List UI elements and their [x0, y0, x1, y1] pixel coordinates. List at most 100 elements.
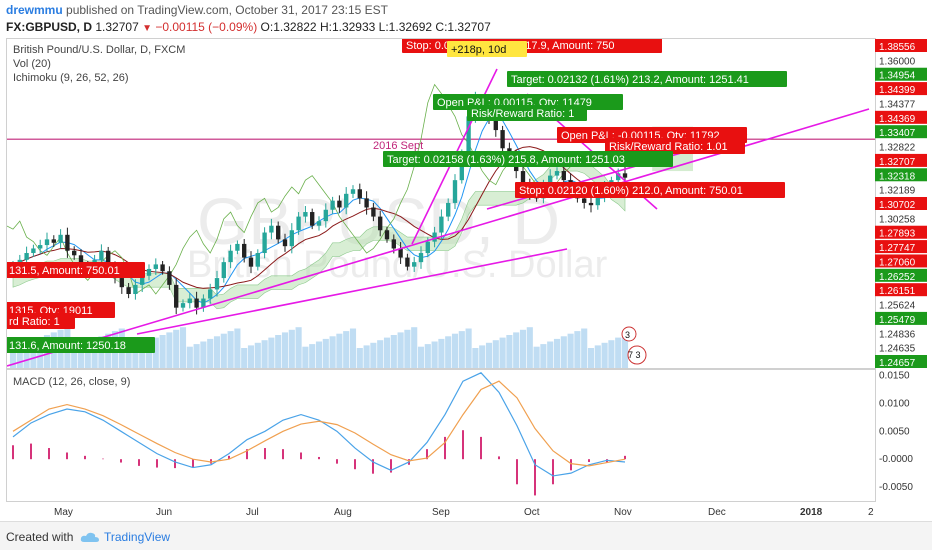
price-axis-label: 1.25624 — [879, 301, 916, 312]
candle[interactable] — [310, 208, 315, 230]
author-name[interactable]: drewmmu — [6, 3, 63, 17]
candle[interactable] — [371, 202, 376, 222]
time-axis[interactable]: May Jun Jul Aug Sep Oct Nov Dec 2018 23 — [6, 501, 880, 521]
legend-main[interactable]: British Pound/U.S. Dollar, D, FXCM — [13, 44, 186, 56]
candle[interactable] — [58, 229, 63, 249]
macd-axis[interactable]: 0.0150 0.0100 0.0050 -0.0000 -0.0050 — [874, 369, 932, 500]
left-target-label[interactable]: 131.6, Amount: 1250.18 — [5, 337, 155, 353]
candle[interactable] — [316, 216, 322, 231]
stop-label-mid[interactable]: Stop: 0.02120 (1.60%) 212.0, Amount: 750… — [515, 182, 785, 198]
candle[interactable] — [398, 242, 403, 264]
target-label-top[interactable]: Target: 0.02132 (1.61%) 213.2, Amount: 1… — [507, 71, 787, 87]
candle[interactable] — [500, 125, 505, 153]
candle[interactable] — [439, 209, 444, 240]
svg-text:1.32318: 1.32318 — [879, 171, 916, 182]
legend-vol[interactable]: Vol (20) — [13, 58, 51, 70]
candle[interactable] — [208, 283, 213, 305]
svg-text:1.25479: 1.25479 — [879, 315, 916, 326]
candle[interactable] — [364, 191, 369, 215]
candle[interactable] — [357, 183, 362, 205]
legend-macd[interactable]: MACD (12, 26, close, 9) — [13, 376, 131, 388]
time-axis-label: Jul — [246, 507, 259, 518]
candle[interactable] — [276, 221, 281, 244]
candle[interactable] — [167, 266, 172, 290]
candle[interactable] — [378, 210, 383, 237]
candle[interactable] — [228, 244, 233, 269]
candle[interactable] — [384, 226, 390, 243]
candle[interactable] — [296, 212, 301, 235]
risk-reward-left[interactable]: Risk/Reward Ratio: 1 — [467, 105, 587, 121]
volume-bar — [397, 332, 404, 368]
price-axis-label: 1.32707 — [875, 153, 927, 168]
candle[interactable] — [38, 239, 43, 254]
svg-text:1.32707: 1.32707 — [879, 157, 916, 168]
candle[interactable] — [194, 291, 199, 315]
candle[interactable] — [221, 257, 226, 283]
candle[interactable] — [405, 253, 410, 271]
event-marker[interactable]: 3 — [621, 326, 637, 342]
candle[interactable] — [255, 249, 260, 271]
gain-badge[interactable]: +218p, 10d — [447, 41, 527, 57]
candle[interactable] — [452, 174, 458, 209]
legend-ichimoku[interactable]: Ichimoku (9, 26, 52, 26) — [13, 72, 129, 84]
candle[interactable] — [201, 294, 206, 312]
candle[interactable] — [214, 270, 220, 297]
candle[interactable] — [153, 258, 158, 275]
candle[interactable] — [350, 185, 356, 198]
target-label-mid[interactable]: Target: 0.02158 (1.63%) 215.8, Amount: 1… — [383, 151, 673, 167]
candle[interactable] — [44, 232, 50, 252]
candle[interactable] — [282, 233, 288, 252]
stop-label-top[interactable]: Stop: 0.02183 (1.63%) 217.9, Amount: 750 — [402, 37, 662, 53]
candle[interactable] — [180, 299, 186, 312]
candle[interactable] — [344, 187, 349, 215]
macd-axis-label: 0.0150 — [879, 371, 910, 382]
price-pane[interactable]: GBPUSD, D British Pound/U.S. Dollar 2016… — [0, 37, 876, 369]
candle[interactable] — [174, 278, 179, 315]
left-rr-label[interactable]: rd Ratio: 1 — [5, 313, 75, 329]
time-axis-svg: May Jun Jul Aug Sep Oct Nov Dec 2018 23 — [54, 507, 880, 518]
candle[interactable] — [187, 293, 192, 309]
candle[interactable] — [412, 256, 417, 272]
volume-bar — [390, 335, 397, 368]
candle[interactable] — [146, 264, 152, 281]
signal-line — [12, 380, 626, 467]
candle[interactable] — [289, 223, 294, 254]
candle[interactable] — [432, 226, 437, 248]
candle[interactable] — [262, 227, 267, 259]
candle[interactable] — [269, 218, 274, 240]
candle[interactable] — [330, 196, 335, 214]
left-stop-label[interactable]: 131.5, Amount: 750.01 — [5, 262, 145, 278]
volume-bar — [186, 346, 193, 368]
macd-pane[interactable]: MACD (12, 26, close, 9) — [6, 369, 876, 502]
candle[interactable] — [588, 195, 594, 213]
volume-bar — [438, 338, 445, 368]
candle[interactable] — [133, 279, 138, 300]
event-marker[interactable]: 7 3 — [627, 345, 647, 365]
candle[interactable] — [51, 235, 56, 247]
candle[interactable] — [72, 246, 77, 260]
tradingview-brand[interactable]: TradingView — [104, 530, 171, 544]
candle[interactable] — [303, 206, 308, 223]
trend-line[interactable] — [136, 248, 568, 335]
time-axis-label: 23 — [868, 507, 874, 518]
candle[interactable] — [65, 227, 70, 258]
candle[interactable] — [160, 260, 165, 275]
candle[interactable] — [446, 198, 451, 222]
risk-reward-right[interactable]: Risk/Reward Ratio: 1.01 — [605, 138, 745, 154]
volume-bar — [431, 341, 438, 368]
candle[interactable] — [554, 167, 560, 180]
candle[interactable] — [323, 203, 328, 228]
volume-bar — [173, 329, 180, 368]
svg-text:1.33407: 1.33407 — [879, 128, 916, 139]
svg-text:Risk/Reward Ratio: 1: Risk/Reward Ratio: 1 — [471, 108, 574, 120]
price-axis-label: 1.27747 — [875, 240, 927, 254]
candle[interactable] — [235, 240, 240, 255]
candle[interactable] — [242, 239, 247, 263]
candle[interactable] — [418, 246, 424, 269]
candle[interactable] — [337, 195, 342, 213]
volume-bar — [363, 345, 370, 368]
candle[interactable] — [126, 283, 131, 299]
candle[interactable] — [248, 251, 254, 274]
candle[interactable] — [31, 244, 36, 257]
price-axis[interactable]: 1.38556 1.36000 1.34954 1.34399 1.34377 1.343… — [874, 38, 932, 369]
